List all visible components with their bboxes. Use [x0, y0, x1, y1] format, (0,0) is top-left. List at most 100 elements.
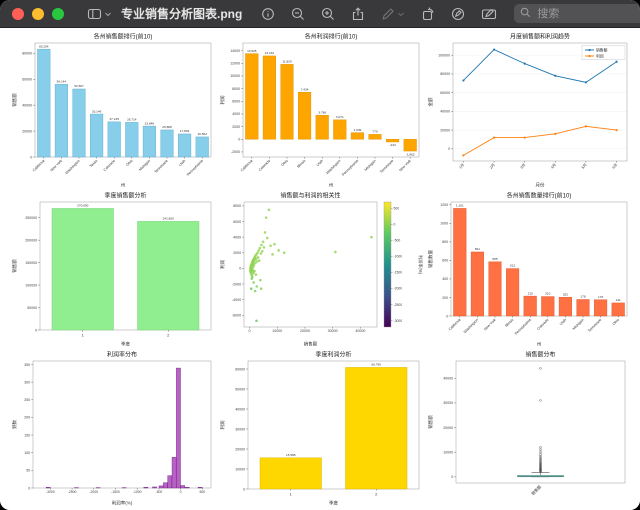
- svg-text:销售额: 销售额: [303, 341, 317, 348]
- svg-text:770: 770: [372, 130, 377, 134]
- svg-text:New York: New York: [483, 318, 497, 332]
- svg-text:利润: 利润: [219, 95, 226, 104]
- svg-text:California: California: [239, 159, 253, 173]
- chart-profit-margin-histogram: 利润率分布 0 50 100 150 200 250 300 350 频数 利润率(%) -3000 -…: [8, 349, 216, 507]
- svg-text:10000: 10000: [230, 74, 240, 78]
- sidebar-icon: [87, 7, 102, 21]
- svg-text:月份: 月份: [535, 182, 544, 189]
- svg-text:10000: 10000: [272, 329, 282, 333]
- svg-text:利润: 利润: [596, 53, 604, 58]
- svg-text:Pennsylvania: Pennsylvania: [185, 159, 203, 177]
- svg-text:300: 300: [24, 380, 30, 384]
- svg-text:15,588: 15,588: [286, 453, 296, 457]
- svg-text:季度: 季度: [329, 500, 338, 507]
- svg-text:40000: 40000: [440, 110, 450, 114]
- pencil-icon: [381, 7, 395, 21]
- zoom-out-button[interactable]: [288, 5, 308, 23]
- fullscreen-button[interactable]: [52, 7, 64, 20]
- svg-text:23,848: 23,848: [144, 121, 154, 125]
- svg-text:150000: 150000: [25, 261, 37, 265]
- titlebar: 专业销售分析图表.png: [0, 0, 640, 28]
- svg-text:178: 178: [580, 295, 585, 299]
- svg-text:利润: 利润: [219, 420, 226, 429]
- magnifier-plus-icon: [321, 7, 335, 21]
- svg-text:Ohio: Ohio: [280, 159, 288, 167]
- svg-text:-4000: -4000: [231, 298, 240, 302]
- svg-text:频数: 频数: [11, 420, 18, 429]
- svg-text:400: 400: [442, 277, 448, 281]
- svg-text:3月: 3月: [518, 162, 525, 169]
- svg-text:512: 512: [510, 264, 515, 268]
- svg-text:50: 50: [26, 469, 30, 473]
- annotate-button[interactable]: [448, 5, 468, 23]
- svg-text:-1000: -1000: [393, 255, 402, 259]
- svg-text:Texas: Texas: [88, 159, 98, 169]
- svg-text:11,829: 11,829: [282, 60, 292, 64]
- svg-text:0: 0: [446, 314, 448, 318]
- svg-text:40000: 40000: [235, 407, 245, 411]
- markup-pencil-button[interactable]: [378, 5, 408, 23]
- search-field[interactable]: [514, 4, 640, 23]
- svg-text:176: 176: [598, 295, 603, 299]
- svg-text:Ohio: Ohio: [611, 318, 619, 326]
- svg-text:80000: 80000: [440, 72, 450, 76]
- svg-text:-2500: -2500: [393, 303, 402, 307]
- svg-text:销售额与利润的相关性: 销售额与利润的相关性: [280, 192, 340, 200]
- share-icon: [351, 6, 365, 21]
- svg-text:8000: 8000: [233, 204, 241, 208]
- svg-text:0: 0: [179, 490, 181, 494]
- info-icon: [261, 7, 275, 21]
- svg-text:New York: New York: [398, 159, 412, 173]
- minimize-button[interactable]: [32, 7, 44, 20]
- svg-text:Tennessee: Tennessee: [153, 159, 168, 174]
- svg-text:30000: 30000: [443, 401, 453, 405]
- sidebar-toggle-button[interactable]: [84, 5, 115, 23]
- svg-text:50000: 50000: [27, 306, 37, 310]
- search-input[interactable]: [535, 6, 640, 21]
- svg-text:27,135: 27,135: [109, 117, 119, 121]
- svg-text:Colorado: Colorado: [102, 159, 115, 172]
- svg-text:13,162: 13,162: [264, 51, 274, 55]
- svg-text:各州销售数量排行(前10): 各州销售数量排行(前10): [506, 192, 571, 200]
- svg-text:0: 0: [35, 328, 37, 332]
- pen-circle-icon: [451, 7, 465, 21]
- svg-text:Washington: Washington: [64, 159, 80, 175]
- svg-text:Utah: Utah: [315, 159, 323, 167]
- svg-text:56,144: 56,144: [56, 79, 66, 83]
- svg-text:215: 215: [527, 291, 532, 295]
- svg-text:60000: 60000: [235, 367, 245, 371]
- svg-text:Tennessee: Tennessee: [379, 159, 394, 174]
- svg-text:10000: 10000: [235, 467, 245, 471]
- markup-toolbar-button[interactable]: [478, 5, 500, 23]
- svg-text:141: 141: [615, 298, 620, 302]
- svg-text:250: 250: [24, 398, 30, 402]
- info-button[interactable]: [258, 5, 278, 23]
- svg-text:季度利润分析: 季度利润分析: [315, 351, 351, 359]
- svg-text:26,714: 26,714: [127, 118, 137, 122]
- svg-text:12000: 12000: [230, 62, 240, 66]
- svg-text:10000: 10000: [443, 450, 453, 454]
- rotate-button[interactable]: [418, 5, 438, 23]
- svg-text:-2000: -2000: [231, 282, 240, 286]
- close-button[interactable]: [12, 7, 24, 20]
- svg-text:40000: 40000: [22, 103, 32, 107]
- svg-text:Colorado: Colorado: [257, 159, 270, 172]
- share-button[interactable]: [348, 5, 368, 23]
- svg-text:Michigan: Michigan: [138, 159, 151, 172]
- svg-text:1200: 1200: [440, 203, 448, 207]
- svg-text:销售额分布: 销售额分布: [525, 351, 555, 359]
- svg-text:利润率(%): 利润率(%): [417, 255, 424, 275]
- svg-text:Illinois: Illinois: [296, 159, 306, 169]
- chevron-down-icon: [397, 10, 405, 18]
- zoom-in-button[interactable]: [318, 5, 338, 23]
- svg-text:100000: 100000: [438, 53, 450, 57]
- svg-text:Colorado: Colorado: [536, 318, 549, 331]
- svg-text:Washington: Washington: [462, 318, 478, 334]
- svg-text:241,850: 241,850: [162, 217, 173, 221]
- svg-text:-500: -500: [155, 490, 162, 494]
- svg-text:800: 800: [442, 240, 448, 244]
- chart-quarterly-profit: 季度利润分析 0 10000 20000 30000 40000 50000 60000 利润季…: [216, 349, 424, 507]
- svg-text:0: 0: [238, 138, 240, 142]
- svg-text:州: 州: [120, 183, 125, 188]
- chart-sales-distribution-boxplot: 销售额分布 0 10000 20000 30000 40000 销售额 销售额: [424, 349, 632, 507]
